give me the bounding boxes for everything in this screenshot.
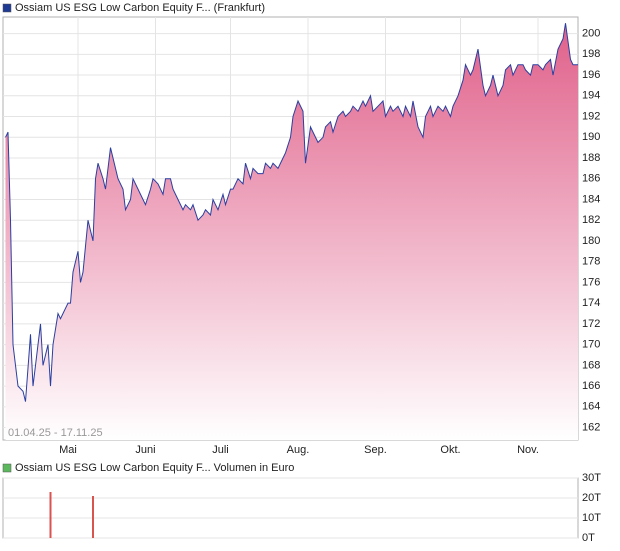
- x-tick-label: Juli: [212, 444, 229, 456]
- y-tick-label: 168: [582, 359, 600, 371]
- line: [5, 23, 578, 402]
- bar: [92, 496, 94, 538]
- y-tick-label: 162: [582, 421, 600, 433]
- y-tick-label: 166: [582, 380, 600, 392]
- date-range: 01.04.25 - 17.11.25: [8, 427, 103, 439]
- y-tick-label: 194: [582, 90, 600, 102]
- y-tick-label: 190: [582, 131, 600, 143]
- y-tick-label: 172: [582, 318, 600, 330]
- y-tick-label: 188: [582, 152, 600, 164]
- legend-swatch: [2, 3, 12, 13]
- y-tick-label: 184: [582, 193, 600, 205]
- y-tick-label: 30T: [582, 472, 601, 484]
- y-tick-label: 20T: [582, 492, 601, 504]
- y-tick-label: 164: [582, 401, 600, 413]
- y-tick-label: 174: [582, 297, 600, 309]
- y-tick-label: 200: [582, 27, 600, 39]
- x-tick-label: Nov.: [517, 444, 539, 456]
- legend-swatch: [2, 463, 12, 473]
- bar: [49, 492, 52, 538]
- y-tick-label: 180: [582, 235, 600, 247]
- x-tick-label: Aug.: [287, 444, 310, 456]
- area: [5, 23, 578, 440]
- chart-title: Ossiam US ESG Low Carbon Equity F... (Fr…: [15, 2, 265, 14]
- x-tick-label: Sep.: [364, 444, 387, 456]
- y-tick-label: 0T: [582, 532, 595, 544]
- y-tick-label: 192: [582, 110, 600, 122]
- y-tick-label: 186: [582, 173, 600, 185]
- plot-frame: [2, 477, 579, 539]
- y-tick-label: 182: [582, 214, 600, 226]
- y-tick-label: 10T: [582, 512, 601, 524]
- x-tick-label: Juni: [135, 444, 155, 456]
- y-tick-label: 170: [582, 339, 600, 351]
- y-tick-label: 196: [582, 69, 600, 81]
- y-tick-label: 176: [582, 276, 600, 288]
- y-tick-label: 178: [582, 256, 600, 268]
- y-tick-label: 198: [582, 48, 600, 60]
- chart-title: Ossiam US ESG Low Carbon Equity F... Vol…: [15, 462, 294, 474]
- x-tick-label: Okt.: [440, 444, 460, 456]
- x-tick-label: Mai: [59, 444, 77, 456]
